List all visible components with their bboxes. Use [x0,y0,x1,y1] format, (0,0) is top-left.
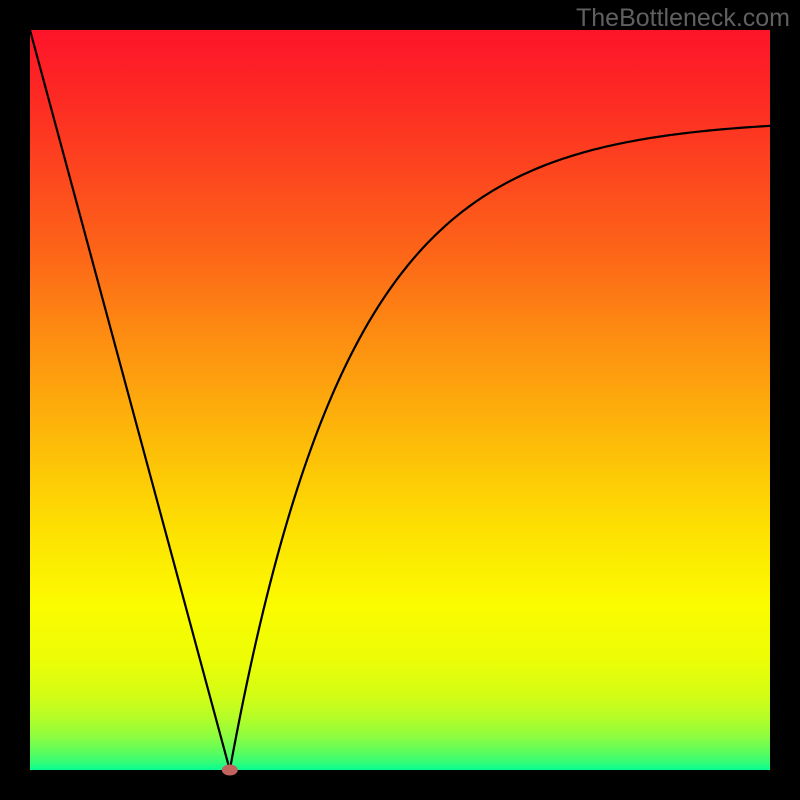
plot-background [30,30,770,770]
bottleneck-chart [0,0,800,800]
optimal-point-marker [222,765,238,776]
chart-container: TheBottleneck.com [0,0,800,800]
